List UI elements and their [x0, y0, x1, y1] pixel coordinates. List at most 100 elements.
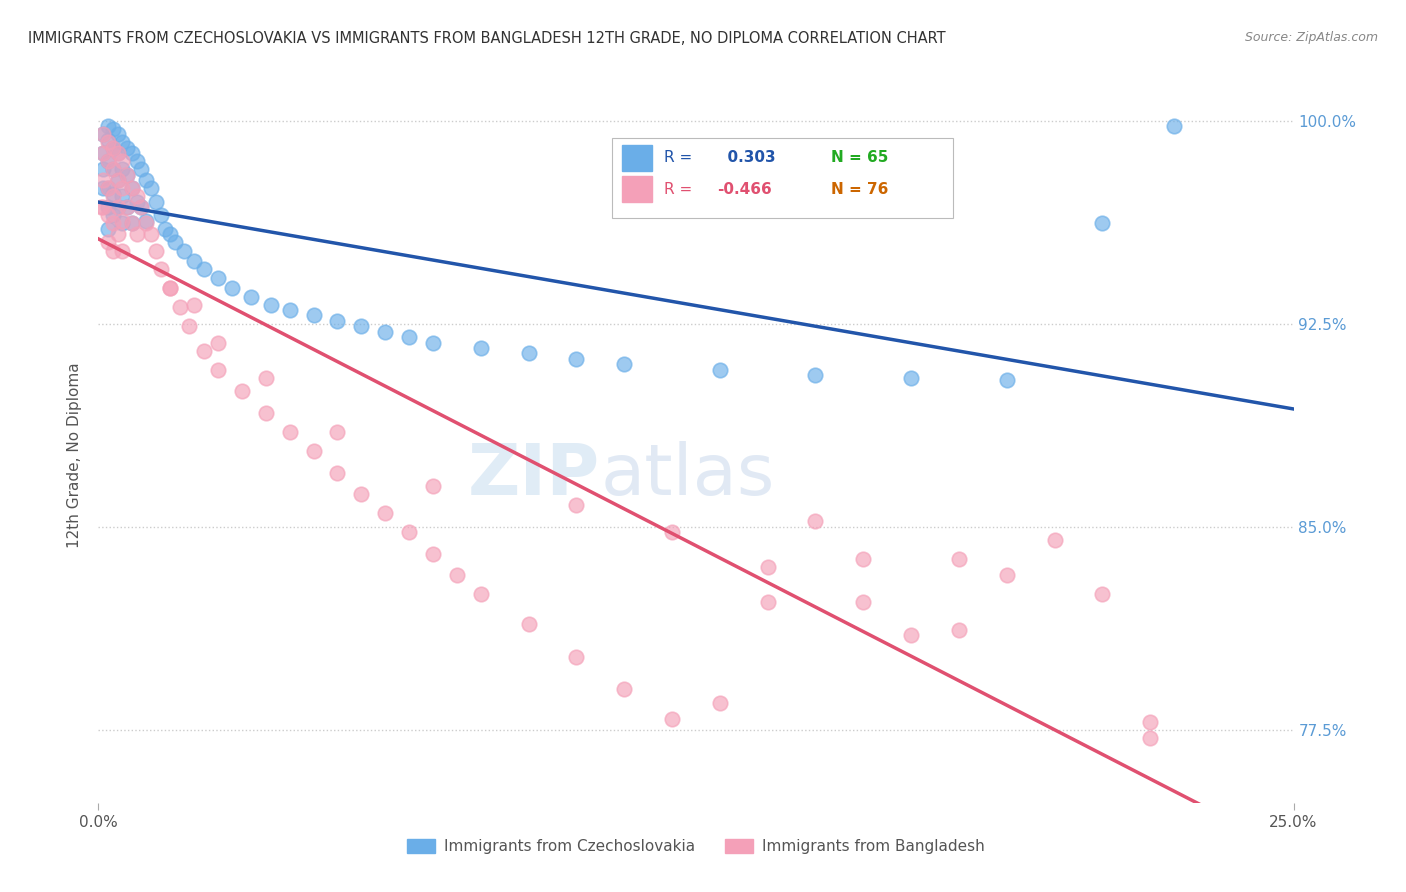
Point: [121, 146, 143, 161]
Point: [350, 487, 373, 501]
Point: [804, 514, 827, 528]
Point: [221, 281, 243, 295]
Point: [97, 200, 120, 214]
Point: [163, 235, 186, 250]
Y-axis label: 12th Grade, No Diploma: 12th Grade, No Diploma: [67, 362, 83, 548]
Text: 0.303: 0.303: [717, 151, 776, 165]
Point: [155, 222, 177, 236]
Point: [107, 146, 129, 161]
Point: [183, 254, 205, 268]
Point: [121, 181, 143, 195]
Point: [125, 227, 148, 242]
Point: [91, 127, 114, 141]
Point: [97, 132, 120, 146]
Point: [115, 200, 138, 214]
Point: [107, 173, 129, 187]
Point: [97, 222, 120, 236]
Text: N = 65: N = 65: [831, 151, 889, 165]
Point: [422, 479, 444, 493]
Point: [107, 127, 129, 141]
Point: [107, 173, 129, 187]
Point: [900, 371, 922, 385]
Point: [254, 371, 277, 385]
Point: [115, 141, 138, 155]
Point: [517, 617, 540, 632]
Point: [121, 217, 143, 231]
Point: [90, 200, 112, 214]
Point: [149, 208, 172, 222]
Point: [326, 466, 349, 480]
Point: [115, 168, 138, 182]
Point: [1091, 587, 1114, 601]
Point: [193, 262, 215, 277]
Point: [101, 162, 124, 177]
Point: [135, 217, 157, 231]
Point: [107, 146, 129, 161]
Point: [111, 162, 134, 177]
Point: [398, 330, 420, 344]
Point: [207, 270, 229, 285]
Point: [995, 374, 1018, 388]
Point: [398, 524, 420, 539]
Point: [159, 281, 181, 295]
Text: R =: R =: [664, 151, 692, 165]
Point: [661, 712, 683, 726]
Point: [1139, 731, 1161, 745]
Point: [91, 146, 114, 161]
Text: N = 76: N = 76: [831, 182, 889, 196]
Legend: Immigrants from Czechoslovakia, Immigrants from Bangladesh: Immigrants from Czechoslovakia, Immigran…: [408, 838, 984, 855]
Text: -0.466: -0.466: [717, 182, 772, 196]
Bar: [621, 145, 652, 171]
Point: [565, 498, 588, 512]
Point: [91, 200, 114, 214]
Point: [97, 181, 120, 195]
Point: [139, 227, 162, 242]
Point: [149, 262, 172, 277]
Point: [565, 351, 588, 366]
Point: [101, 189, 124, 203]
Point: [111, 213, 134, 227]
Point: [326, 425, 349, 439]
Point: [139, 181, 162, 195]
Text: Source: ZipAtlas.com: Source: ZipAtlas.com: [1244, 31, 1378, 45]
Point: [97, 135, 120, 149]
Point: [97, 119, 120, 133]
Point: [995, 568, 1018, 582]
Point: [350, 319, 373, 334]
Point: [661, 524, 683, 539]
Point: [259, 298, 281, 312]
Point: [111, 217, 134, 231]
Point: [159, 227, 181, 242]
Point: [111, 135, 134, 149]
Point: [1163, 119, 1185, 133]
Point: [125, 194, 148, 209]
Point: [97, 208, 120, 222]
Point: [135, 173, 157, 187]
Point: [183, 298, 205, 312]
Point: [709, 362, 731, 376]
Point: [131, 200, 153, 214]
Point: [852, 595, 875, 609]
Point: [374, 506, 396, 520]
Point: [470, 587, 492, 601]
Point: [145, 194, 167, 209]
Point: [948, 623, 970, 637]
Point: [207, 362, 229, 376]
Bar: [621, 176, 652, 202]
Point: [111, 154, 134, 169]
Point: [1091, 217, 1114, 231]
Point: [231, 384, 253, 399]
Point: [900, 628, 922, 642]
FancyBboxPatch shape: [613, 138, 953, 219]
Point: [107, 200, 129, 214]
Point: [173, 244, 195, 258]
Point: [278, 303, 301, 318]
Point: [91, 127, 114, 141]
Text: ZIP: ZIP: [468, 442, 600, 510]
Point: [101, 121, 124, 136]
Point: [422, 547, 444, 561]
Point: [91, 162, 114, 177]
Point: [131, 200, 153, 214]
Point: [422, 335, 444, 350]
Point: [613, 357, 636, 371]
